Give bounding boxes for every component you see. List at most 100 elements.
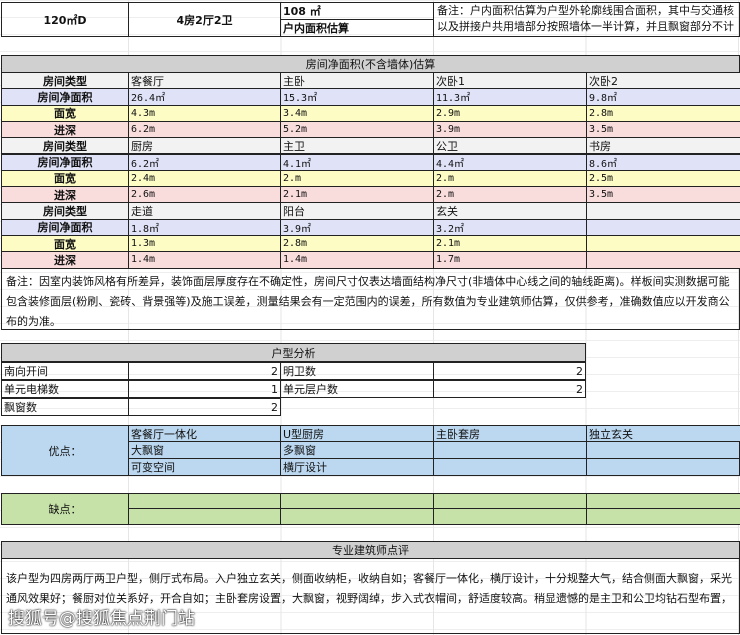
row-label-type: 房间类型 (1, 72, 129, 90)
room-depth-cell[interactable]: 3.5m (586, 186, 740, 204)
room-name-cell[interactable]: 玄关 (433, 202, 587, 220)
layout-cell[interactable]: 4房2厅2卫 (128, 2, 281, 37)
room-width-cell[interactable]: 2.8m (280, 235, 434, 253)
row-label-area: 房间净面积 (1, 88, 129, 106)
room-width-cell[interactable]: 2.m (433, 169, 587, 188)
cons-item[interactable] (128, 508, 281, 525)
analysis-label: 明卫数 (280, 362, 434, 380)
analysis-value[interactable]: 1 (128, 380, 281, 398)
room-depth-cell[interactable]: 5.2m (280, 120, 434, 139)
room-depth-cell[interactable]: 1.7m (433, 251, 587, 269)
cons-item[interactable] (280, 508, 434, 525)
room-depth-cell[interactable]: 2.1m (280, 186, 434, 204)
row-label-depth: 进深 (1, 120, 129, 139)
room-depth-cell[interactable]: 1.4m (280, 251, 434, 269)
room-area-cell[interactable]: 9.8㎡ (586, 88, 740, 106)
room-depth-cell[interactable]: 6.2m (128, 120, 281, 139)
row-label-area: 房间净面积 (1, 218, 129, 236)
row-label-area: 房间净面积 (1, 153, 129, 171)
analysis-value[interactable]: 2 (128, 362, 281, 380)
room-width-cell[interactable]: 2.1m (433, 235, 587, 253)
room-name-cell[interactable] (586, 202, 740, 220)
pros-item-empty[interactable] (433, 458, 587, 476)
pros-item[interactable]: 独立玄关 (586, 425, 740, 443)
room-area-cell[interactable]: 6.2㎡ (128, 153, 281, 171)
analysis-label: 单元电梯数 (1, 380, 129, 398)
room-area-cell[interactable] (586, 218, 740, 236)
cons-item[interactable] (586, 508, 740, 525)
watermark: 搜狐号@搜狐焦点荆门站 (8, 609, 195, 629)
room-name-cell[interactable]: 主卫 (280, 137, 434, 155)
pros-item[interactable]: 主卧套房 (433, 425, 587, 443)
header-note[interactable]: 备注：户内面积估算为户型外轮廓线围合面积，其中与交通核以及拼接户共用墙部分按照墙… (433, 2, 740, 37)
pros-item[interactable]: 横厅设计 (280, 458, 434, 476)
cons-item[interactable] (433, 508, 587, 525)
inner-area-value[interactable]: 108 ㎡ (280, 2, 434, 20)
pros-item[interactable]: 多飘窗 (280, 441, 434, 459)
room-width-cell[interactable]: 2.9m (433, 104, 587, 122)
room-name-cell[interactable]: 走道 (128, 202, 281, 220)
room-name-cell[interactable]: 次卧2 (586, 72, 740, 90)
room-name-cell[interactable]: 主卧 (280, 72, 434, 90)
room-width-cell[interactable]: 2.m (280, 169, 434, 188)
unit-area-cell[interactable]: 120㎡D (1, 2, 129, 37)
analysis-value[interactable]: 2 (433, 380, 586, 398)
room-area-cell[interactable]: 4.1㎡ (280, 153, 434, 171)
pros-item[interactable]: 可变空间 (128, 458, 281, 476)
room-depth-cell[interactable]: 2.m (433, 186, 587, 204)
row-label-width: 面宽 (1, 235, 129, 253)
room-name-cell[interactable]: 公卫 (433, 137, 587, 155)
analysis-value[interactable]: 2 (128, 398, 281, 416)
room-depth-cell[interactable]: 2.6m (128, 186, 281, 204)
inner-area-label[interactable]: 户内面积估算 (280, 19, 434, 37)
pros-label: 优点： (1, 425, 129, 476)
room-name-cell[interactable]: 客餐厅 (128, 72, 281, 90)
cons-label: 缺点： (1, 493, 129, 525)
room-width-cell[interactable]: 2.4m (128, 169, 281, 188)
room-width-cell[interactable]: 4.3m (128, 104, 281, 122)
cons-item[interactable] (128, 493, 281, 509)
analysis-title: 户型分析 (1, 343, 586, 362)
pros-item-empty[interactable] (433, 441, 587, 459)
room-width-cell[interactable]: 2.5m (586, 169, 740, 188)
pros-item[interactable]: 大飘窗 (128, 441, 281, 459)
pros-item-empty[interactable] (586, 458, 740, 476)
room-width-cell[interactable]: 2.8m (586, 104, 740, 122)
cons-item[interactable] (433, 493, 587, 509)
room-area-cell[interactable]: 3.2㎡ (433, 218, 587, 236)
room-area-cell[interactable]: 4.4㎡ (433, 153, 587, 171)
analysis-label: 飘窗数 (1, 398, 129, 416)
room-area-cell[interactable]: 8.6㎡ (586, 153, 740, 171)
room-area-cell[interactable]: 26.4㎡ (128, 88, 281, 106)
analysis-value[interactable]: 2 (433, 362, 586, 380)
room-width-cell[interactable]: 1.3m (128, 235, 281, 253)
row-label-type: 房间类型 (1, 202, 129, 220)
row-label-type: 房间类型 (1, 137, 129, 155)
room-area-cell[interactable]: 1.8㎡ (128, 218, 281, 236)
analysis-label: 单元层户数 (280, 380, 434, 398)
room-area-cell[interactable]: 15.3㎡ (280, 88, 434, 106)
room-width-cell[interactable]: 3.4m (280, 104, 434, 122)
review-title: 专业建筑师点评 (1, 541, 740, 559)
analysis-label: 南向开间 (1, 362, 129, 380)
room-name-cell[interactable]: 厨房 (128, 137, 281, 155)
room-width-cell[interactable] (586, 235, 740, 253)
pros-item[interactable]: U型厨房 (280, 425, 434, 443)
room-name-cell[interactable]: 阳台 (280, 202, 434, 220)
cons-item[interactable] (280, 493, 434, 509)
room-area-cell[interactable]: 3.9㎡ (280, 218, 434, 236)
room-name-cell[interactable]: 书房 (586, 137, 740, 155)
cons-item[interactable] (586, 493, 740, 509)
row-label-depth: 进深 (1, 251, 129, 269)
room-depth-cell[interactable]: 3.9m (433, 120, 587, 139)
rooms-section-title: 房间净面积(不含墙体)估算 (1, 55, 740, 73)
rooms-note[interactable]: 备注：因室内装饰风格有所差异，装饰面层厚度存在不确定性，房间尺寸仅表达墙面结构净… (1, 268, 740, 330)
room-depth-cell[interactable]: 1.4m (128, 251, 281, 269)
room-name-cell[interactable]: 次卧1 (433, 72, 587, 90)
pros-item[interactable]: 客餐厅一体化 (128, 425, 281, 443)
room-depth-cell[interactable] (586, 251, 740, 269)
pros-item-empty[interactable] (586, 441, 740, 459)
room-area-cell[interactable]: 11.3㎡ (433, 88, 587, 106)
room-depth-cell[interactable]: 3.5m (586, 120, 740, 139)
row-label-width: 面宽 (1, 169, 129, 188)
